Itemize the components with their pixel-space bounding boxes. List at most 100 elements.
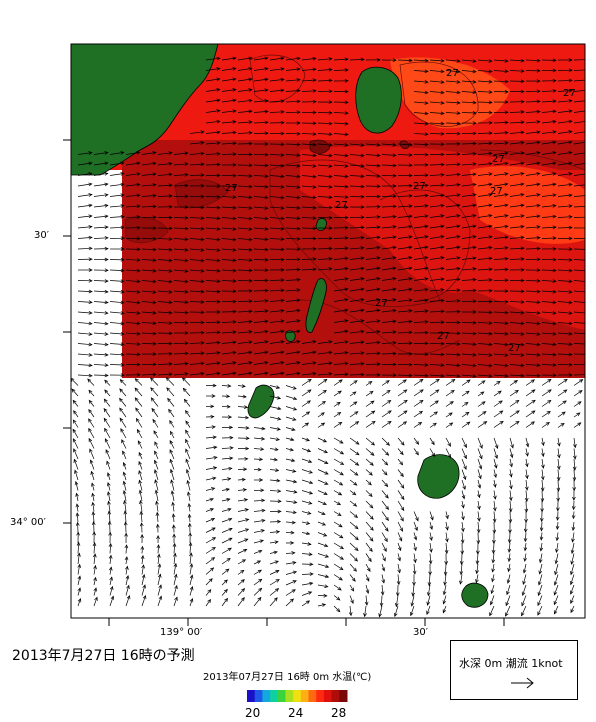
current-arrow [221,598,228,607]
current-arrow [365,257,380,260]
current-arrowhead [552,172,557,176]
current-arrowhead [456,342,461,346]
current-arrow [443,584,447,595]
current-arrow [492,553,495,563]
current-arrowhead [200,237,205,242]
current-arrow [461,143,477,145]
current-arrowhead [466,421,471,426]
current-arrowhead [491,559,496,564]
current-arrow [205,537,216,544]
current-arrowhead [538,570,543,575]
current-arrowhead [296,267,301,272]
current-arrowhead [399,451,404,456]
current-arrowhead [91,482,95,487]
current-arrow [221,537,233,544]
current-arrowhead [103,417,108,422]
current-arrowhead [264,216,269,221]
current-arrowhead [232,98,237,103]
current-arrowhead [488,214,493,218]
current-arrow [477,101,493,103]
current-arrow [93,577,97,586]
current-arrowhead [323,449,328,454]
current-arrowhead [572,477,577,482]
current-arrow [525,280,541,282]
current-arrow [557,259,573,261]
current-arrow [109,162,124,166]
current-arrow [237,121,253,124]
current-arrowhead [520,363,525,368]
current-arrowhead [174,596,178,601]
current-arrow [573,448,576,459]
current-arrow [169,440,175,449]
current-arrow [157,269,172,272]
current-arrowhead [472,111,477,115]
current-arrow [109,269,125,271]
current-arrowhead [552,300,557,305]
current-arrow [365,216,381,218]
current-arrow [173,163,188,166]
current-arrow [189,362,204,365]
current-arrow [461,412,469,418]
current-arrowhead [324,584,329,588]
current-arrow [429,422,437,428]
current-arrow [491,574,495,582]
current-arrowhead [417,421,423,426]
current-arrow [76,503,79,512]
current-arrow [381,257,396,260]
current-arrowhead [152,204,157,209]
current-arrow [461,448,467,459]
current-arrow [154,441,159,449]
current-arrow [76,513,79,523]
current-arrow [150,377,159,386]
current-arrow [189,131,204,134]
current-arrowhead [456,90,461,95]
current-arrowhead [200,151,205,156]
current-arrowhead [312,56,317,61]
current-arrow [413,257,428,260]
current-arrowhead [520,214,525,218]
current-arrow [253,437,265,440]
current-arrow [477,448,483,459]
current-arrow [253,597,262,607]
current-arrowhead [296,329,301,334]
current-arrowhead [184,151,189,156]
current-arrowhead [344,319,349,323]
current-arrowhead [312,164,317,168]
current-arrowhead [400,484,405,489]
current-arrow [333,185,349,188]
current-arrowhead [572,496,576,501]
current-arrow [93,301,109,303]
current-arrow [541,162,556,166]
current-arrow [136,429,143,439]
current-arrowhead [328,121,333,126]
current-arrowhead [138,451,143,457]
current-arrowhead [536,68,541,73]
current-arrowhead [408,330,413,335]
current-arrow [553,595,559,605]
current-arrowhead [541,452,545,458]
current-arrow [285,309,300,313]
current-arrow [285,490,297,493]
current-arrowhead [152,372,157,377]
current-arrowhead [530,379,535,384]
current-arrowhead [200,248,205,252]
current-arrowhead [108,554,113,559]
current-arrow [429,204,444,208]
colorbar-segment [262,690,271,702]
current-arrowhead [88,278,93,283]
current-arrow [413,278,428,281]
current-arrowhead [408,309,413,313]
current-arrow [509,301,525,303]
current-arrow [508,553,511,562]
current-arrowhead [348,611,353,617]
current-arrow [349,563,357,572]
current-arrowhead [472,131,477,136]
current-arrowhead [520,321,525,326]
current-arrow [173,238,189,240]
current-arrow [253,259,269,261]
current-arrow [365,500,374,509]
current-arrowhead [248,195,253,200]
current-arrow [154,460,159,470]
current-arrow [509,364,525,366]
current-arrow [125,595,130,607]
